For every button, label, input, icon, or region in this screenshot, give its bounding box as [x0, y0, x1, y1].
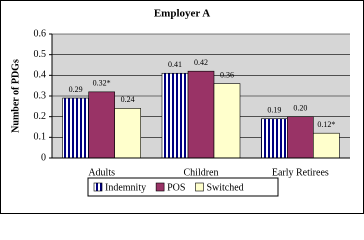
x-tick-label: Adults: [88, 167, 115, 178]
legend-label: POS: [167, 182, 185, 193]
value-label: 0.32*: [93, 79, 111, 88]
y-tick-label: 0.1: [34, 132, 47, 143]
bar: [88, 91, 115, 159]
legend-swatch: [93, 182, 103, 192]
legend-box: [87, 177, 279, 197]
x-tick-label: Children: [184, 167, 219, 178]
value-label: 0.29: [69, 85, 83, 94]
y-tick-label: 0.5: [34, 49, 47, 60]
value-label: 0.24: [121, 95, 135, 104]
legend-label: Switched: [206, 182, 243, 193]
y-tick-label: 0.6: [34, 28, 47, 39]
value-label: 0.36: [220, 70, 234, 79]
bar: [261, 118, 288, 159]
bar: [213, 83, 241, 159]
legend-swatch: [195, 182, 204, 192]
chart: Employer A Number of PDGs 0 0.1 0.2 0.3 0.4 0…: [0, 0, 364, 214]
y-tick-label: 0.3: [34, 90, 47, 101]
page: Employer A Number of PDGs 0 0.1 0.2 0.3 0.4 0…: [0, 0, 364, 214]
legend-swatch: [155, 182, 165, 192]
y-tick-label: 0.4: [34, 70, 47, 81]
y-axis-label: Number of PDGs: [10, 59, 21, 133]
value-label: 0.20: [293, 103, 307, 112]
y-tick-label: 0.2: [34, 111, 47, 122]
value-label: 0.12*: [317, 120, 335, 129]
bar: [62, 97, 89, 159]
legend-label: Indemnity: [105, 182, 146, 193]
x-tick-label: Early Retirees: [272, 167, 329, 178]
bar: [287, 116, 314, 159]
bar: [313, 132, 340, 159]
value-label: 0.41: [168, 60, 182, 69]
chart-title: Employer A: [154, 8, 210, 20]
y-tick-label: 0: [41, 152, 46, 163]
bar: [161, 72, 189, 159]
bar: [114, 108, 141, 159]
value-label: 0.42: [194, 58, 208, 67]
value-label: 0.19: [267, 106, 281, 115]
bar: [187, 70, 215, 159]
